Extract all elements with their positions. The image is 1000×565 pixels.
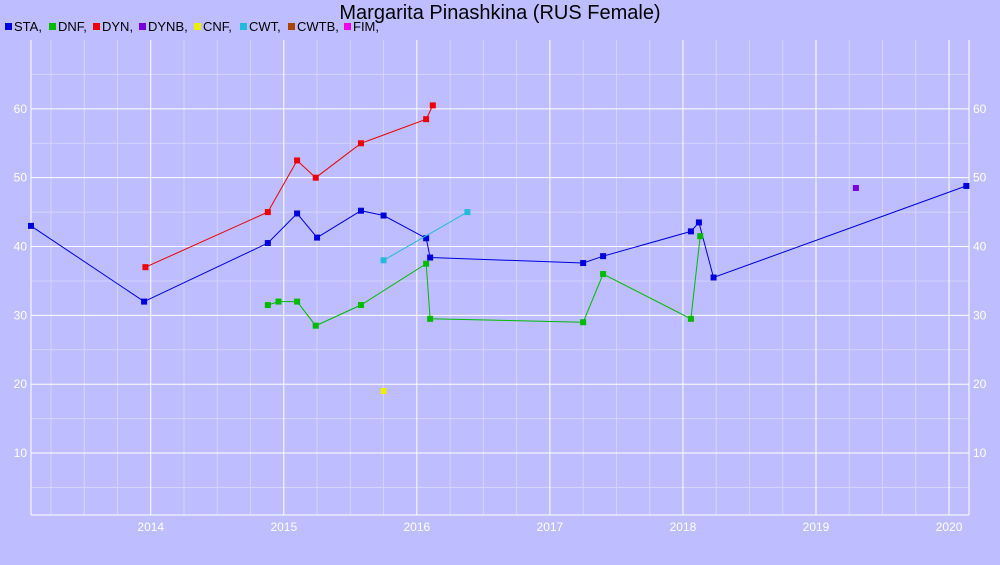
legend-item: DNF,: [49, 19, 87, 34]
data-point: [852, 185, 859, 192]
y-tick-label-left: 30: [14, 308, 28, 322]
data-point: [141, 298, 148, 305]
data-point: [294, 298, 301, 305]
legend-item: STA,: [5, 19, 42, 34]
x-tick-label: 2016: [403, 520, 430, 534]
x-tick-label: 2015: [270, 520, 297, 534]
y-tick-label-right: 30: [973, 308, 987, 322]
data-point: [697, 233, 704, 240]
legend-item: DYN,: [93, 19, 133, 34]
legend-label: CWT,: [249, 19, 281, 34]
legend-label: STA,: [14, 19, 42, 34]
data-point: [580, 260, 587, 267]
y-tick-label-right: 20: [973, 377, 987, 391]
x-tick-label: 2020: [936, 520, 963, 534]
legend-label: FIM,: [353, 19, 379, 34]
data-point: [695, 219, 702, 226]
data-point: [423, 235, 430, 242]
x-tick-label: 2014: [137, 520, 164, 534]
y-tick-label-left: 50: [14, 171, 28, 185]
x-tick-label: 2018: [670, 520, 697, 534]
data-point: [357, 207, 364, 214]
legend: STA, DNF, DYN, DYNB, CNF, CWT, CWTB, FIM,: [5, 19, 379, 34]
legend-swatch: [139, 23, 146, 30]
legend-swatch: [49, 23, 56, 30]
legend-swatch: [194, 23, 201, 30]
data-point: [687, 315, 694, 322]
data-point: [357, 302, 364, 309]
data-point: [380, 388, 387, 395]
series-group: [28, 102, 970, 395]
data-point: [357, 140, 364, 147]
y-tick-label-right: 50: [973, 171, 987, 185]
legend-label: DYNB,: [148, 19, 188, 34]
data-point: [687, 228, 694, 235]
legend-swatch: [240, 23, 247, 30]
data-point: [600, 271, 607, 278]
y-tick-label-left: 10: [14, 446, 28, 460]
y-tick-label-left: 40: [14, 240, 28, 254]
legend-item: FIM,: [344, 19, 379, 34]
legend-label: DNF,: [58, 19, 87, 34]
data-point: [294, 210, 301, 217]
data-point: [710, 274, 717, 281]
data-point: [264, 302, 271, 309]
data-point: [429, 102, 436, 109]
series-line: [383, 211, 468, 261]
legend-label: DYN,: [102, 19, 133, 34]
axes: [30, 40, 970, 516]
data-point: [380, 257, 387, 264]
data-point: [312, 174, 319, 181]
data-point: [427, 254, 434, 261]
series-3: [852, 185, 859, 192]
data-point: [380, 212, 387, 219]
data-point: [312, 322, 319, 329]
data-point: [580, 319, 587, 326]
legend-item: CWTB,: [288, 19, 339, 34]
series-1: [264, 233, 704, 329]
series-0: [28, 182, 970, 305]
data-point: [314, 234, 321, 241]
data-point: [423, 116, 430, 123]
legend-swatch: [288, 23, 295, 30]
y-tick-label-right: 40: [973, 240, 987, 254]
data-point: [275, 298, 282, 305]
grid: [31, 40, 969, 515]
y-tick-label-right: 10: [973, 446, 987, 460]
data-point: [142, 264, 149, 271]
legend-swatch: [344, 23, 351, 30]
x-tick-label: 2017: [537, 520, 564, 534]
series-2: [142, 102, 436, 271]
series-4: [380, 388, 387, 395]
data-point: [294, 157, 301, 164]
y-tick-label-right: 60: [973, 102, 987, 116]
data-point: [427, 315, 434, 322]
legend-swatch: [93, 23, 100, 30]
data-point: [264, 240, 271, 247]
data-point: [423, 260, 430, 267]
legend-label: CWTB,: [297, 19, 339, 34]
data-point: [264, 209, 271, 216]
legend-item: DYNB,: [139, 19, 188, 34]
legend-swatch: [5, 23, 12, 30]
data-point: [28, 222, 34, 229]
legend-item: CWT,: [240, 19, 281, 34]
y-tick-label-left: 20: [14, 377, 28, 391]
series-5: [380, 209, 471, 264]
x-tick-label: 2019: [803, 520, 830, 534]
y-tick-label-left: 60: [14, 102, 28, 116]
chart-title: Margarita Pinashkina (RUS Female): [339, 2, 660, 24]
legend-label: CNF,: [203, 19, 232, 34]
data-point: [963, 182, 970, 189]
data-point: [600, 253, 607, 260]
data-point: [464, 209, 471, 216]
legend-item: CNF,: [194, 19, 232, 34]
